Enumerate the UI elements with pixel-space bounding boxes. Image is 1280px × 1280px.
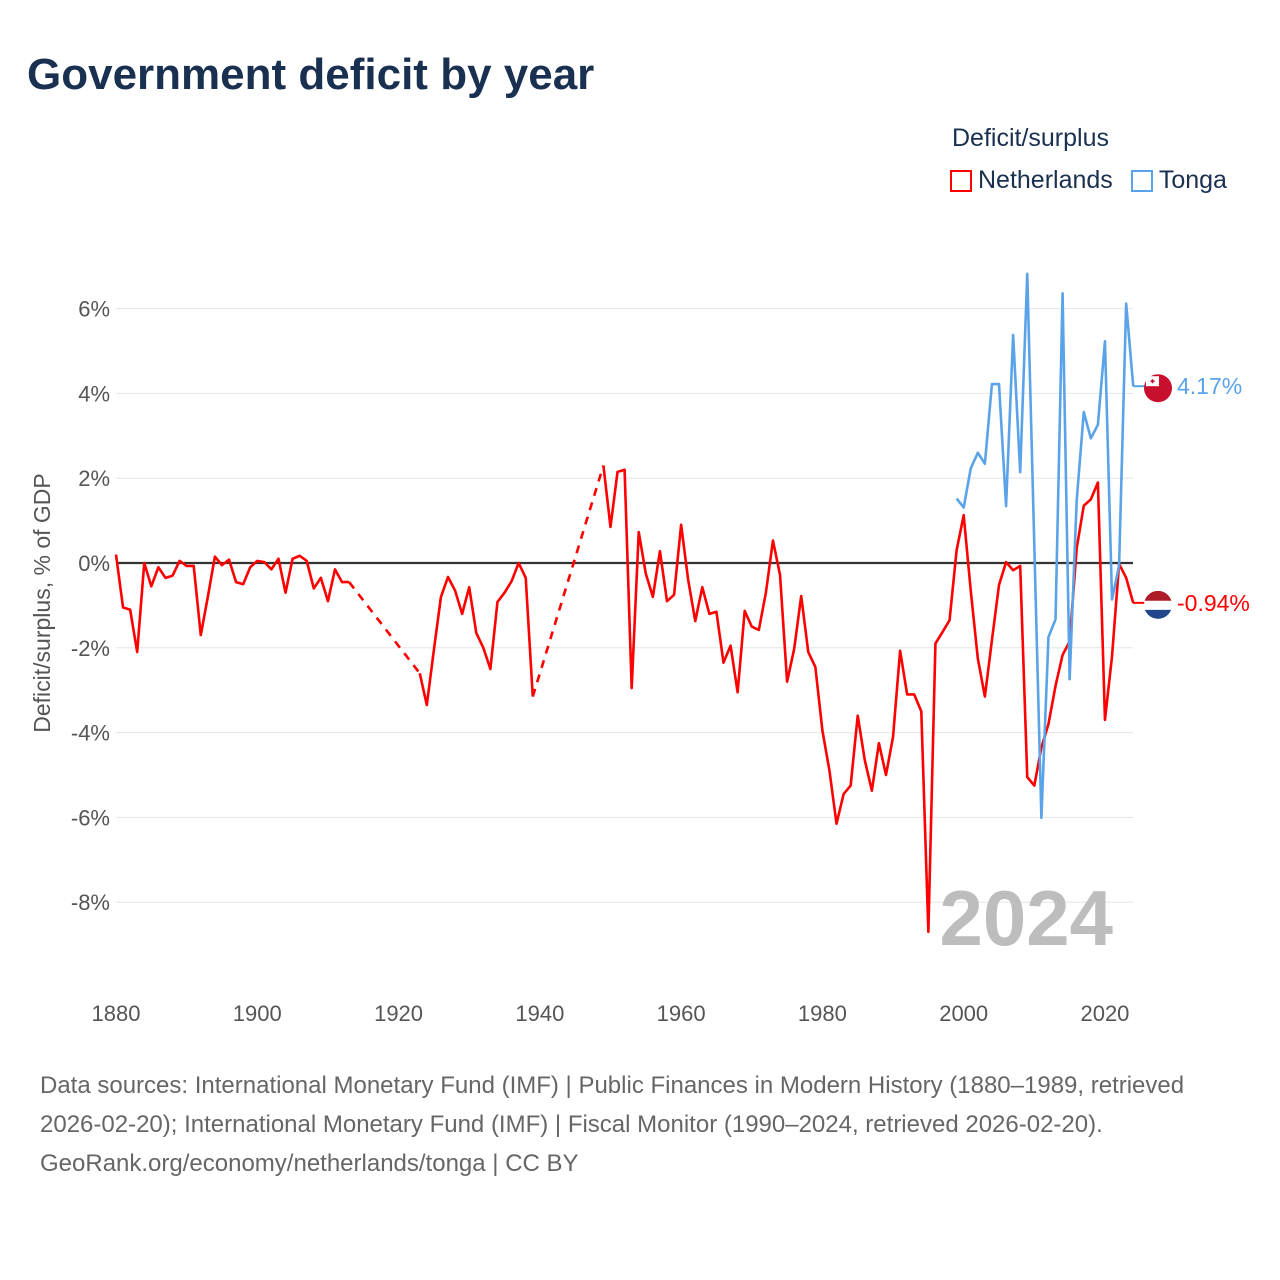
x-tick-label: 1960 [657, 1001, 706, 1026]
x-tick-label: 2000 [939, 1001, 988, 1026]
x-tick-label: 1900 [233, 1001, 282, 1026]
y-tick-label: 0% [78, 551, 110, 576]
netherlands-end-label: -0.94% [1177, 590, 1250, 616]
y-tick-label: -6% [71, 805, 110, 830]
footer: Data sources: International Monetary Fun… [40, 1066, 1240, 1183]
legend-swatch-tonga [1130, 169, 1153, 192]
series-gap-netherlands [531, 465, 605, 697]
y-axis-label: Deficit/surplus, % of GDP [29, 473, 55, 732]
netherlands-flag-icon [1144, 590, 1172, 619]
y-tick-label: -2% [71, 636, 110, 661]
watermark-year: 2024 [939, 874, 1113, 962]
y-tick-label: 4% [78, 381, 110, 406]
x-tick-label: 1920 [374, 1001, 423, 1026]
flag-stripe-red [1144, 590, 1172, 601]
series-line-tonga [955, 272, 1135, 820]
legend-item-tonga[interactable]: Tonga [1130, 166, 1227, 195]
x-tick-label: 1880 [92, 1001, 141, 1026]
legend-item-netherlands[interactable]: Netherlands [950, 166, 1113, 195]
tonga-flag-cross [1150, 379, 1155, 384]
data-sources: Data sources: International Monetary Fun… [40, 1072, 1185, 1138]
x-tick-label: 2020 [1080, 1001, 1129, 1026]
flag-stripe-blue [1144, 609, 1172, 619]
legend-label-netherlands: Netherlands [978, 166, 1113, 194]
series-line-netherlands [602, 465, 1135, 934]
y-tick-label: 2% [78, 466, 110, 491]
x-tick-label: 1980 [798, 1001, 847, 1026]
tonga-end-label: 4.17% [1177, 373, 1242, 399]
y-tick-label: 6% [78, 297, 110, 322]
y-tick-label: -8% [71, 890, 110, 915]
legend: Netherlands Tonga [950, 166, 1227, 195]
legend-title: Deficit/surplus [952, 124, 1109, 152]
series-gap-netherlands [348, 581, 421, 675]
y-tick-label: -4% [71, 721, 110, 746]
flag-stripe-white [1144, 600, 1172, 610]
x-tick-label: 1940 [515, 1001, 564, 1026]
chart-title: Government deficit by year [27, 50, 595, 99]
credit-link[interactable]: GeoRank.org/economy/netherlands/tonga | … [40, 1150, 579, 1177]
series-line-netherlands [114, 554, 350, 654]
legend-swatch-netherlands [950, 169, 972, 192]
series-line-netherlands [418, 561, 535, 707]
legend-label-tonga: Tonga [1158, 166, 1227, 194]
